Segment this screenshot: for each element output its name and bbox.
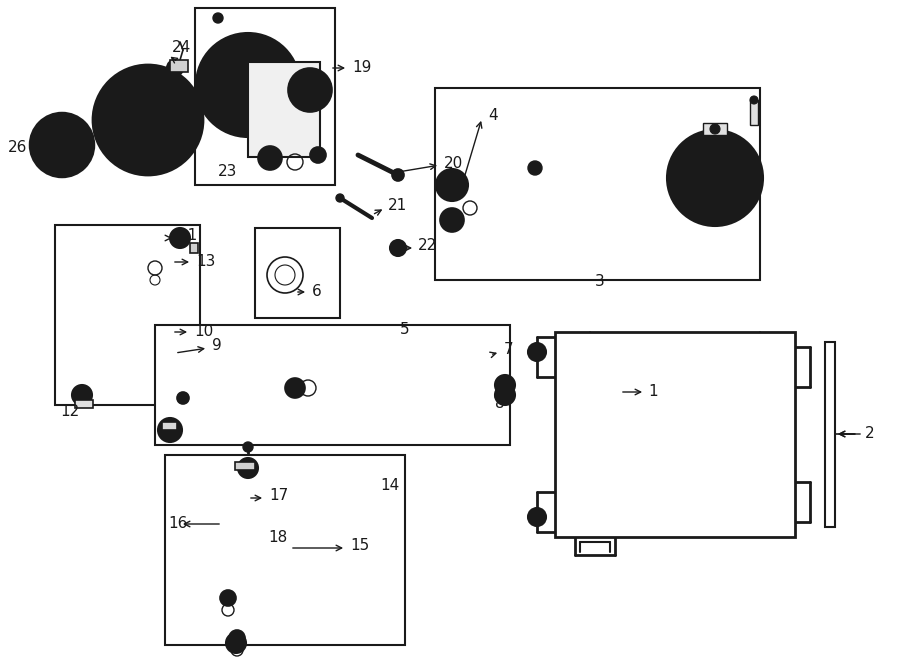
Text: 19: 19 <box>352 61 372 75</box>
Circle shape <box>495 385 515 405</box>
Bar <box>162 422 177 430</box>
Bar <box>75 400 93 408</box>
Circle shape <box>170 228 190 248</box>
Text: 16: 16 <box>168 516 187 531</box>
Circle shape <box>528 343 546 361</box>
Circle shape <box>230 67 266 103</box>
Circle shape <box>229 630 245 646</box>
Bar <box>55 225 200 405</box>
Circle shape <box>528 161 542 175</box>
Text: 22: 22 <box>418 239 437 254</box>
Circle shape <box>310 147 326 163</box>
Text: 8: 8 <box>495 395 505 410</box>
Text: 13: 13 <box>196 254 215 270</box>
Circle shape <box>288 68 332 112</box>
Circle shape <box>667 130 763 226</box>
Circle shape <box>258 146 282 170</box>
Text: 24: 24 <box>172 40 191 56</box>
Text: 6: 6 <box>312 284 322 299</box>
Text: 23: 23 <box>218 165 238 180</box>
Bar <box>750 100 758 125</box>
Text: 17: 17 <box>269 488 288 504</box>
Circle shape <box>196 33 300 137</box>
Circle shape <box>436 169 468 201</box>
Text: 7: 7 <box>504 342 514 358</box>
Circle shape <box>495 375 515 395</box>
Bar <box>235 462 255 470</box>
Circle shape <box>226 633 246 653</box>
Circle shape <box>528 508 546 526</box>
Circle shape <box>134 106 162 134</box>
Bar <box>703 123 727 135</box>
Circle shape <box>177 392 189 404</box>
Circle shape <box>30 113 94 177</box>
Circle shape <box>440 208 464 232</box>
Circle shape <box>220 590 236 606</box>
Text: 1: 1 <box>648 385 658 399</box>
Circle shape <box>285 378 305 398</box>
Text: 11: 11 <box>178 227 197 243</box>
Circle shape <box>336 194 344 202</box>
Text: 15: 15 <box>350 539 369 553</box>
Circle shape <box>392 169 404 181</box>
Text: 25: 25 <box>100 91 119 106</box>
Circle shape <box>93 65 203 175</box>
Bar <box>255 228 340 318</box>
Text: 12: 12 <box>60 405 79 420</box>
Text: 14: 14 <box>380 477 400 492</box>
Text: 4: 4 <box>488 108 498 124</box>
Bar <box>165 455 405 645</box>
Circle shape <box>167 60 183 76</box>
Text: 5: 5 <box>400 323 410 338</box>
Bar <box>248 62 320 157</box>
Bar <box>190 243 198 253</box>
Circle shape <box>238 458 258 478</box>
Text: 21: 21 <box>388 198 407 214</box>
Circle shape <box>390 240 406 256</box>
Bar <box>825 342 835 527</box>
Circle shape <box>72 385 92 405</box>
Text: 20: 20 <box>444 155 464 171</box>
Text: 26: 26 <box>8 141 27 155</box>
Text: 2: 2 <box>865 426 875 442</box>
Text: 9: 9 <box>212 338 221 354</box>
Bar <box>155 325 510 445</box>
Circle shape <box>158 418 182 442</box>
Text: 10: 10 <box>194 325 213 340</box>
Bar <box>170 60 188 72</box>
Text: 18: 18 <box>268 531 287 545</box>
Circle shape <box>750 96 758 104</box>
Circle shape <box>243 442 253 452</box>
Text: 3: 3 <box>595 274 605 290</box>
Bar <box>555 332 795 537</box>
Circle shape <box>710 124 720 134</box>
Circle shape <box>213 13 223 23</box>
Bar <box>435 88 760 280</box>
Bar <box>195 8 335 185</box>
